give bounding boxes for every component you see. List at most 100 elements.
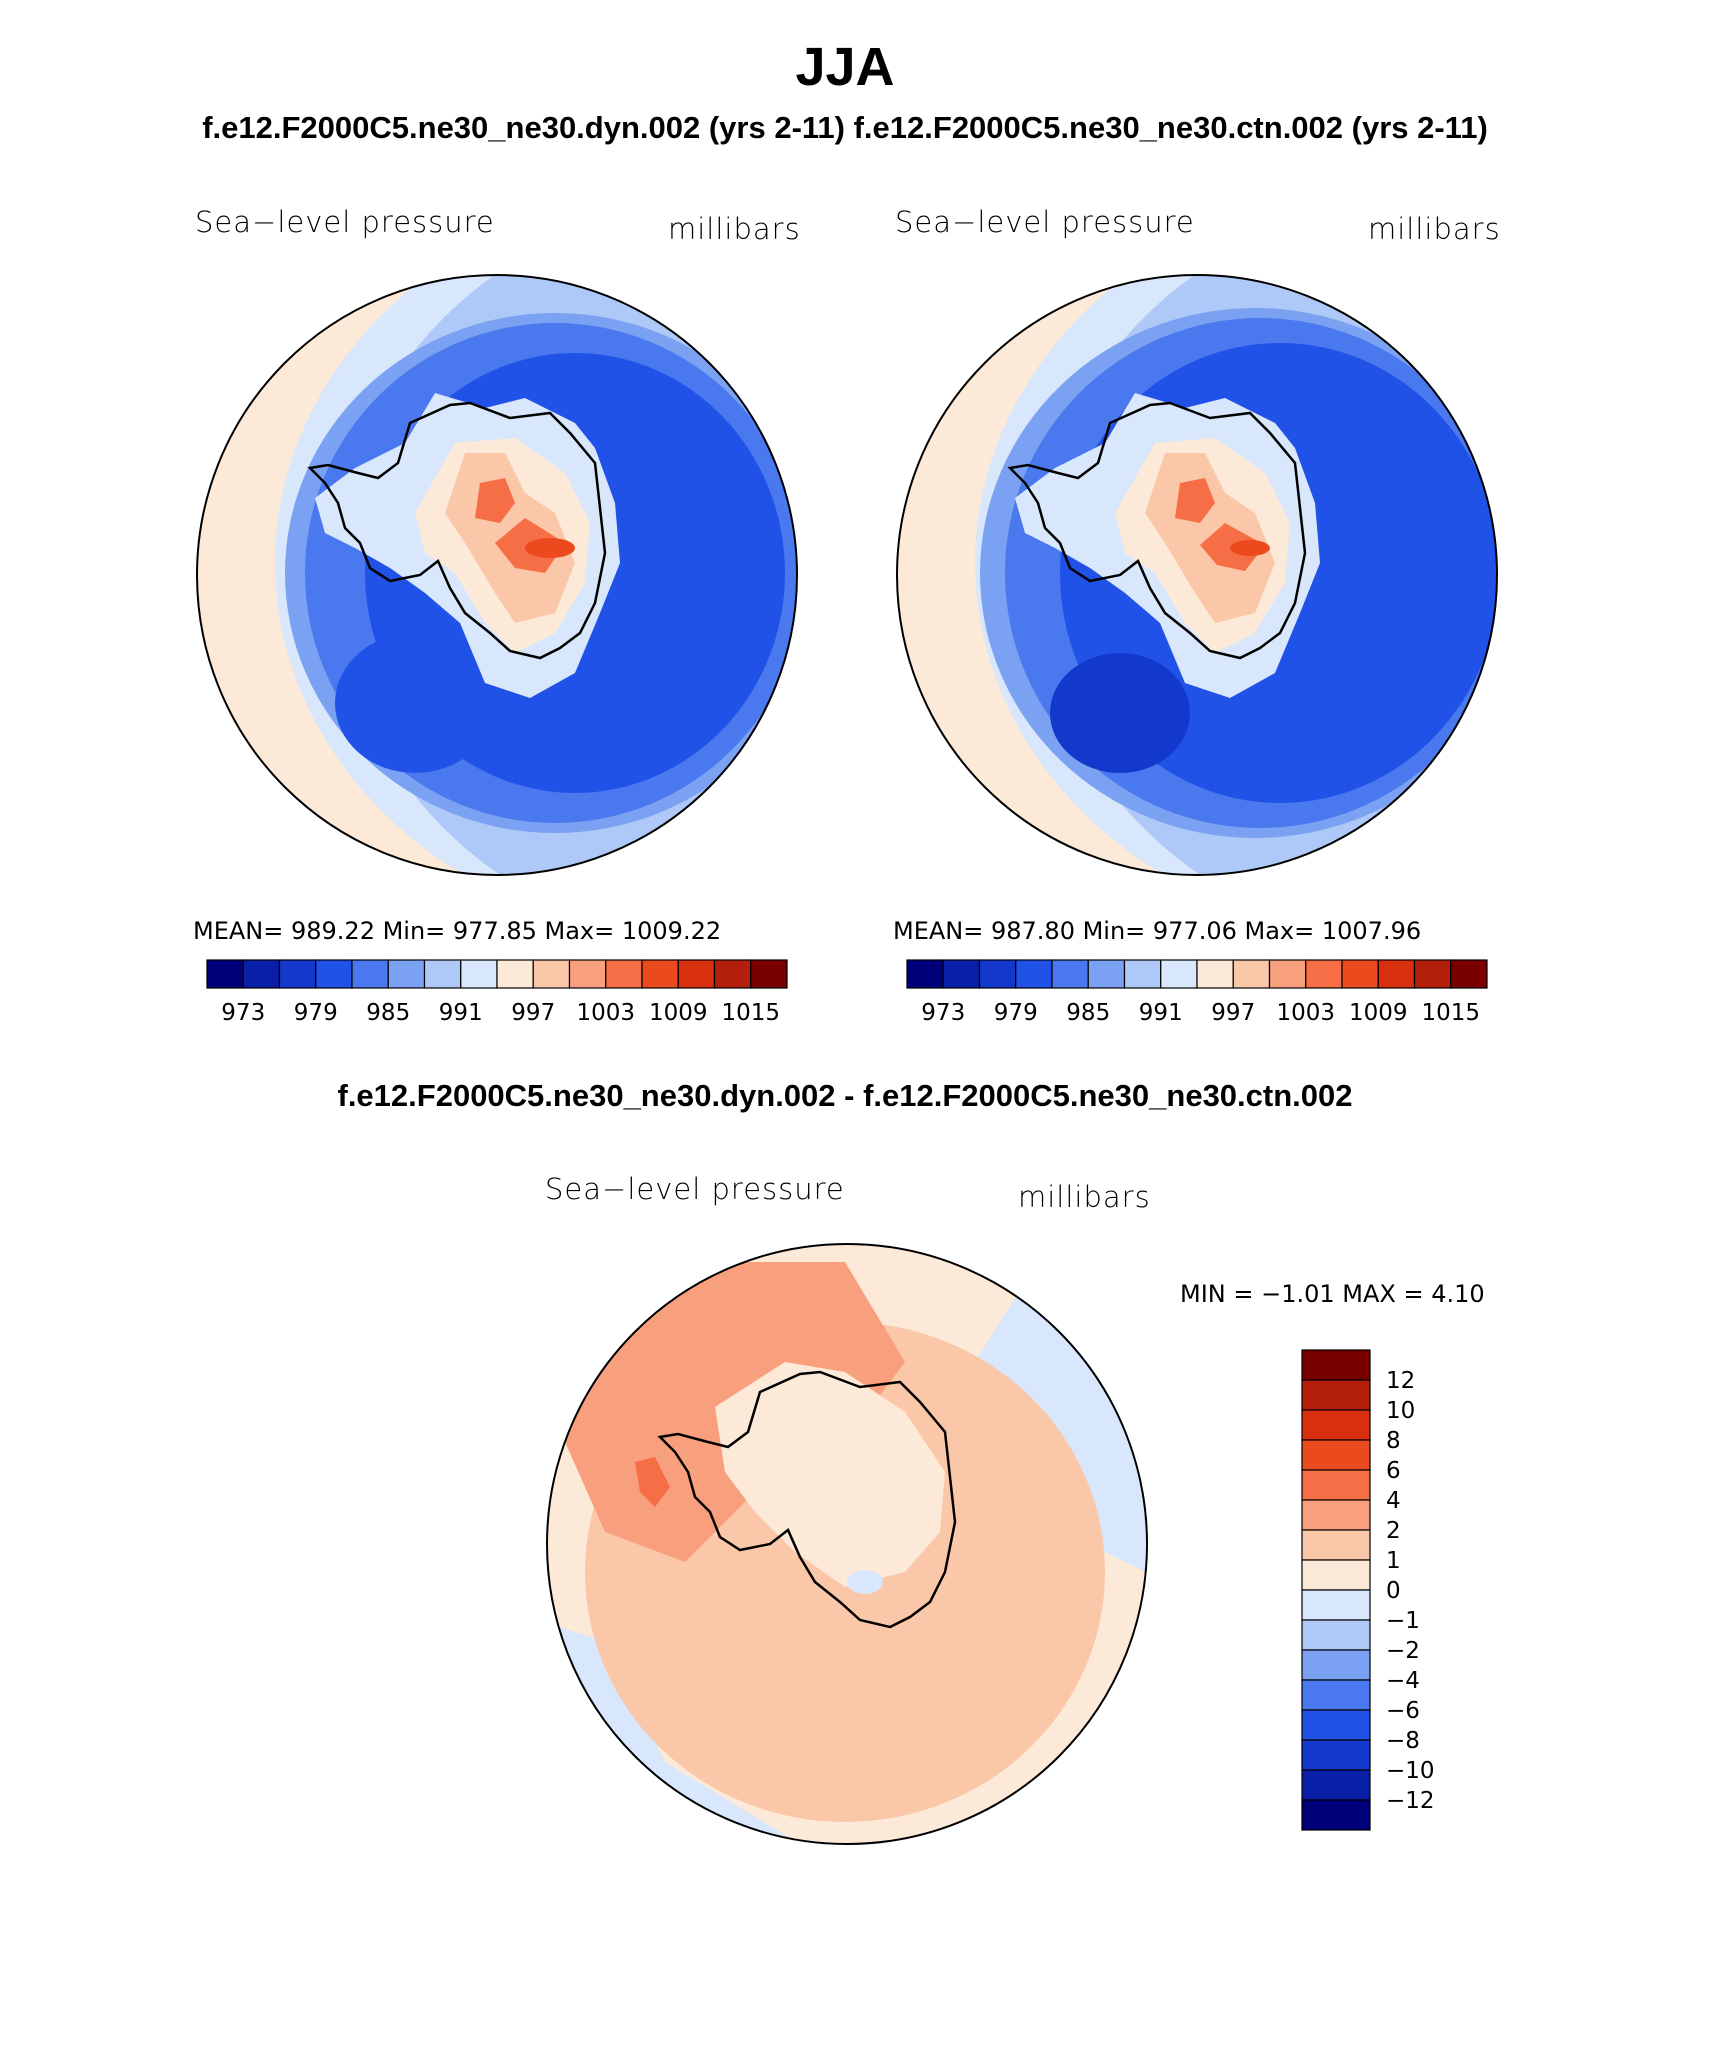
- high-core: [1230, 540, 1270, 556]
- colorbar-box: [1301, 1619, 1371, 1651]
- colorbar-label: −6: [1386, 1698, 1420, 1724]
- diff-minmax: MIN = −1.01 MAX = 4.10: [1180, 1280, 1485, 1308]
- colorbar-box: [242, 959, 281, 989]
- colorbar-box: [532, 959, 571, 989]
- colorbar-label: −10: [1386, 1758, 1435, 1784]
- colorbar-labels: 973 979 985 991 997 1003 1009 1015: [221, 1000, 780, 1026]
- colorbar-box: [1301, 1589, 1371, 1621]
- colorbar-label: 985: [366, 1000, 410, 1026]
- map-boundary: [546, 1243, 1148, 1845]
- colorbar-box: [1305, 959, 1343, 989]
- colorbar-label: −1: [1386, 1608, 1420, 1634]
- colorbar-box: [978, 959, 1017, 989]
- colorbar-label: 8: [1386, 1428, 1401, 1454]
- colorbar-label: 1015: [721, 1000, 780, 1026]
- colorbar-box: [1268, 959, 1307, 989]
- colorbar-box: [1301, 1499, 1371, 1531]
- continent-0-1: [715, 1362, 945, 1587]
- colorbar-box: [423, 959, 462, 989]
- colorbar-box: [1301, 1649, 1371, 1681]
- contour-4-6: [635, 1457, 670, 1507]
- diff-variable-label: Sea−level pressure: [545, 1172, 845, 1206]
- colorbar-boxes: [1301, 1349, 1371, 1831]
- colorbar-box: [1087, 959, 1126, 989]
- colorbar-box: [387, 959, 426, 989]
- colorbar-box: [1123, 959, 1162, 989]
- high-west: [475, 478, 515, 523]
- negative-spot: [847, 1570, 883, 1594]
- colorbar-box: [1051, 959, 1089, 989]
- diff-title: f.e12.F2000C5.ne30_ne30.dyn.002 - f.e12.…: [337, 1078, 1353, 1113]
- colorbar-box: [605, 959, 643, 989]
- colorbar-box: [315, 959, 353, 989]
- contour-979-b: [335, 633, 495, 773]
- colorbar-box: [206, 959, 244, 989]
- colorbar-label: 0: [1386, 1578, 1401, 1604]
- colorbar-label: 1009: [1349, 1000, 1408, 1026]
- colorbar-label: 6: [1386, 1458, 1401, 1484]
- high-west: [1175, 478, 1215, 523]
- colorbar-label: 991: [439, 1000, 483, 1026]
- colorbar-box: [1301, 1799, 1371, 1831]
- antarctica-coastline: [1007, 401, 1307, 660]
- colorbar-labels: 973 979 985 991 997 1003 1009 1015: [921, 1000, 1480, 1026]
- map-boundary: [196, 274, 798, 876]
- panel1-colorbar: 973 979 985 991 997 1003 1009 1015: [206, 959, 788, 1026]
- colorbar-label: −12: [1386, 1788, 1435, 1814]
- colorbar-box: [1301, 1529, 1371, 1561]
- colorbar-label: 1: [1386, 1548, 1401, 1574]
- colorbar-box: [1301, 1679, 1371, 1711]
- colorbar-box: [278, 959, 317, 989]
- panel2-colorbar: 973 979 985 991 997 1003 1009 1015: [906, 959, 1488, 1026]
- high-core: [525, 538, 575, 558]
- colorbar-box: [677, 959, 716, 989]
- colorbar-label: 12: [1386, 1368, 1415, 1394]
- colorbar-label: 973: [221, 1000, 265, 1026]
- panel1-map: [196, 274, 798, 876]
- colorbar-box: [460, 959, 498, 989]
- colorbar-box: [1301, 1409, 1371, 1441]
- contour-976: [1050, 653, 1190, 773]
- colorbar-box: [906, 959, 944, 989]
- colorbar-label: 991: [1139, 1000, 1183, 1026]
- figure-title: JJA: [795, 37, 895, 97]
- diff-map: [546, 1243, 1148, 1845]
- panel2-units-label: millibars: [1368, 212, 1501, 246]
- colorbar-box: [750, 959, 788, 989]
- diff-units-label: millibars: [1018, 1180, 1151, 1214]
- colorbar-boxes: [906, 959, 1488, 989]
- panel2-stats: MEAN= 987.80 Min= 977.06 Max= 1007.96: [893, 917, 1422, 945]
- colorbar-box: [351, 959, 389, 989]
- colorbar-box: [1377, 959, 1416, 989]
- colorbar-box: [1301, 1709, 1371, 1741]
- colorbar-box: [713, 959, 752, 989]
- colorbar-label: 1003: [1276, 1000, 1335, 1026]
- colorbar-label: 2: [1386, 1518, 1401, 1544]
- colorbar-box: [568, 959, 607, 989]
- colorbar-box: [1301, 1349, 1371, 1381]
- colorbar-label: 979: [994, 1000, 1038, 1026]
- colorbar-label: 997: [511, 1000, 555, 1026]
- panel2-variable-label: Sea−level pressure: [895, 205, 1195, 239]
- colorbar-label: −8: [1386, 1728, 1420, 1754]
- colorbar-box: [1196, 959, 1234, 989]
- panel1-units-label: millibars: [668, 212, 801, 246]
- colorbar-label: 979: [294, 1000, 338, 1026]
- panel1-stats: MEAN= 989.22 Min= 977.85 Max= 1009.22: [193, 917, 722, 945]
- colorbar-boxes: [206, 959, 788, 989]
- antarctica-coastline: [307, 401, 607, 660]
- colorbar-box: [1301, 1739, 1371, 1771]
- colorbar-label: 997: [1211, 1000, 1255, 1026]
- map-boundary: [896, 274, 1498, 876]
- colorbar-box: [1301, 1769, 1371, 1801]
- colorbar-label: 985: [1066, 1000, 1110, 1026]
- colorbar-box: [641, 959, 679, 989]
- colorbar-box: [1301, 1439, 1371, 1471]
- antarctica-coastline: [657, 1370, 957, 1629]
- colorbar-label: 1009: [649, 1000, 708, 1026]
- colorbar-box: [1015, 959, 1053, 989]
- colorbar-box: [1301, 1559, 1371, 1591]
- colorbar-box: [1450, 959, 1488, 989]
